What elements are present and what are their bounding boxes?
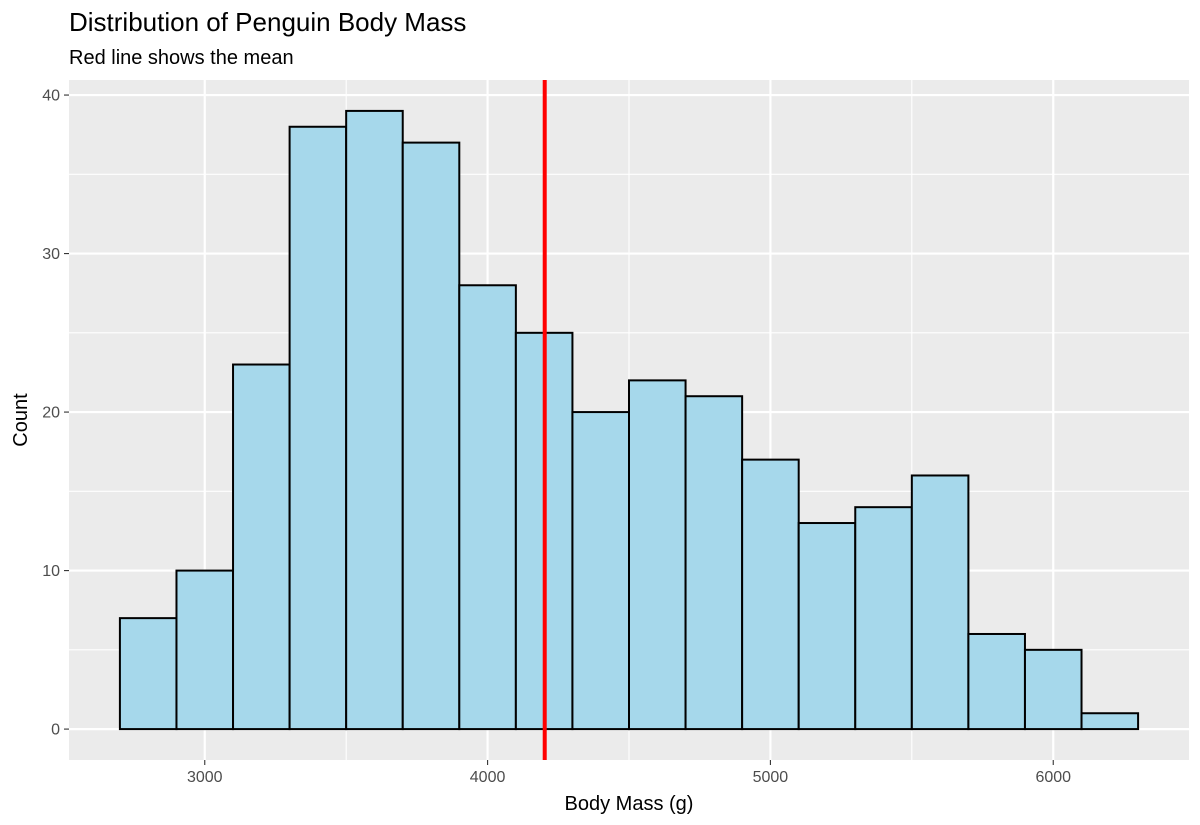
histogram-bar	[345, 109, 404, 731]
x-tick-label: 5000	[753, 769, 789, 786]
x-tick-label: 4000	[470, 769, 506, 786]
histogram-bar	[797, 522, 857, 731]
y-axis: 0 10 20 30 40	[42, 88, 69, 739]
histogram-bar	[288, 125, 348, 731]
histogram-bar	[854, 506, 913, 731]
y-tick-label: 0	[51, 722, 60, 739]
histogram-bar	[232, 363, 291, 731]
chart-subtitle: Red line shows the mean	[69, 47, 294, 69]
histogram-bar	[1080, 712, 1140, 731]
y-tick-label: 30	[42, 246, 60, 263]
histogram-bar	[684, 395, 744, 731]
histogram-bar	[628, 379, 687, 731]
x-axis-title: Body Mass (g)	[565, 793, 694, 815]
x-axis: 3000 4000 5000 6000	[187, 760, 1071, 786]
histogram-bar	[118, 617, 178, 731]
y-axis-title: Count	[10, 393, 32, 447]
histogram-bar	[401, 141, 461, 731]
y-tick-label: 40	[42, 88, 60, 105]
histogram-bar	[175, 569, 235, 731]
histogram-bar	[967, 632, 1026, 731]
chart-title: Distribution of Penguin Body Mass	[69, 7, 466, 37]
histogram-bar	[571, 411, 630, 731]
histogram-bar	[1023, 648, 1083, 731]
y-tick-label: 20	[42, 405, 60, 422]
y-tick-label: 10	[42, 563, 60, 580]
x-tick-label: 6000	[1035, 769, 1071, 786]
histogram-bar	[910, 474, 970, 731]
histogram-bar	[458, 284, 517, 731]
x-tick-label: 3000	[187, 769, 223, 786]
histogram-bar	[741, 458, 800, 731]
